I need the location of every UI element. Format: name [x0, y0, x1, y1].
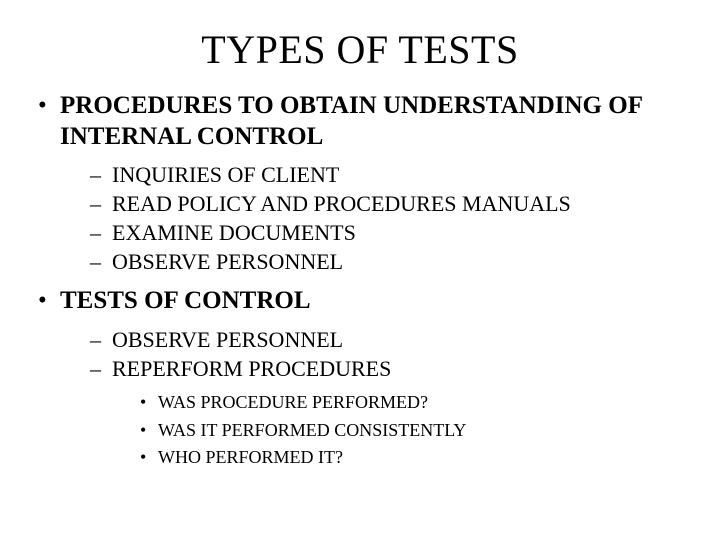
level2-text: INQUIRIES OF CLIENT	[112, 162, 339, 187]
level2-text: EXAMINE DOCUMENTS	[112, 220, 356, 245]
level1-item: PROCEDURES TO OBTAIN UNDERSTANDING OF IN…	[36, 91, 690, 276]
level2-text: OBSERVE PERSONNEL	[112, 249, 343, 274]
level3-item: WAS PROCEDURE PERFORMED?	[140, 389, 690, 417]
level2-item: OBSERVE PERSONNEL	[90, 247, 690, 276]
slide-title: TYPES OF TESTS	[30, 26, 690, 73]
level3-text: WAS IT PERFORMED CONSISTENTLY	[158, 420, 466, 440]
level2-item: OBSERVE PERSONNEL	[90, 325, 690, 354]
level2-item: EXAMINE DOCUMENTS	[90, 218, 690, 247]
level2-text: REPERFORM PROCEDURES	[112, 356, 391, 381]
level3-item: WHO PERFORMED IT?	[140, 444, 690, 472]
bullet-list-level3: WAS PROCEDURE PERFORMED? WAS IT PERFORME…	[112, 389, 690, 473]
bullet-list-level2: INQUIRIES OF CLIENT READ POLICY AND PROC…	[60, 160, 690, 276]
bullet-list-level2: OBSERVE PERSONNEL REPERFORM PROCEDURES W…	[60, 325, 690, 473]
level2-item: REPERFORM PROCEDURES WAS PROCEDURE PERFO…	[90, 354, 690, 473]
level1-text: TESTS OF CONTROL	[60, 287, 311, 314]
level1-text: PROCEDURES TO OBTAIN UNDERSTANDING OF IN…	[60, 92, 642, 150]
level2-text: READ POLICY AND PROCEDURES MANUALS	[112, 191, 571, 216]
slide: TYPES OF TESTS PROCEDURES TO OBTAIN UNDE…	[0, 0, 720, 540]
level1-item: TESTS OF CONTROL OBSERVE PERSONNEL REPER…	[36, 286, 690, 472]
level2-text: OBSERVE PERSONNEL	[112, 327, 343, 352]
level2-item: INQUIRIES OF CLIENT	[90, 160, 690, 189]
level3-item: WAS IT PERFORMED CONSISTENTLY	[140, 417, 690, 445]
level3-text: WAS PROCEDURE PERFORMED?	[158, 392, 428, 412]
level3-text: WHO PERFORMED IT?	[158, 447, 343, 467]
bullet-list-level1: PROCEDURES TO OBTAIN UNDERSTANDING OF IN…	[30, 91, 690, 472]
level2-item: READ POLICY AND PROCEDURES MANUALS	[90, 189, 690, 218]
